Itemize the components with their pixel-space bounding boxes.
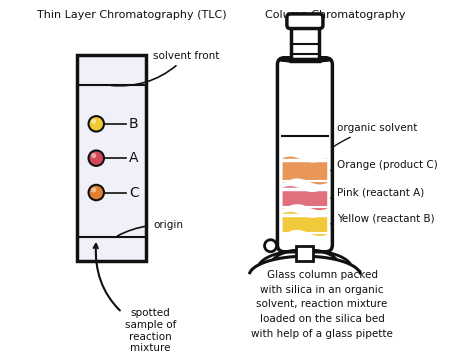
Text: B: B [129, 117, 138, 131]
Text: origin: origin [118, 220, 183, 236]
Circle shape [91, 187, 96, 193]
Text: Yellow (reactant B): Yellow (reactant B) [331, 213, 434, 224]
Circle shape [91, 153, 96, 158]
Bar [296, 246, 313, 261]
Polygon shape [279, 59, 331, 61]
Text: Thin Layer Chromatography (TLC): Thin Layer Chromatography (TLC) [36, 10, 226, 20]
Polygon shape [283, 212, 327, 236]
Text: organic solvent: organic solvent [333, 124, 417, 147]
Text: Column Chromatography: Column Chromatography [264, 10, 405, 20]
Text: spotted
sample of
reaction
mixture: spotted sample of reaction mixture [94, 244, 176, 353]
Polygon shape [283, 186, 327, 210]
Circle shape [91, 119, 96, 124]
Text: C: C [129, 185, 139, 199]
Text: A: A [129, 151, 138, 165]
Circle shape [89, 151, 104, 166]
Text: Glass column packed
with silica in an organic
solvent, reaction mixture
loaded o: Glass column packed with silica in an or… [251, 270, 393, 339]
FancyBboxPatch shape [287, 14, 323, 28]
Circle shape [89, 116, 104, 132]
FancyBboxPatch shape [291, 25, 319, 61]
Text: solvent front: solvent front [111, 51, 219, 86]
Circle shape [264, 240, 276, 252]
Polygon shape [283, 157, 327, 184]
Bar [77, 55, 146, 261]
FancyBboxPatch shape [277, 58, 332, 252]
Text: Pink (reactant A): Pink (reactant A) [331, 188, 424, 198]
Circle shape [89, 185, 104, 200]
Text: Orange (product C): Orange (product C) [331, 160, 438, 171]
